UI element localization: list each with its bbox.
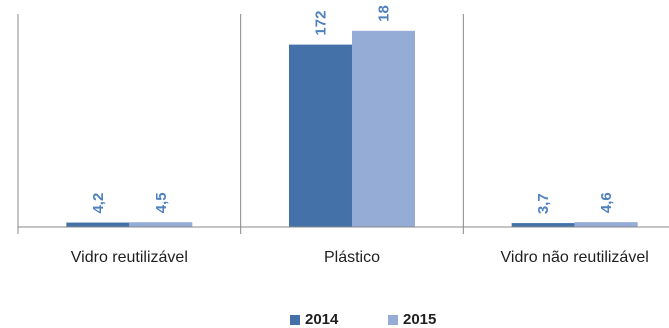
category-label-vidro-nao-reutilizavel: Vidro não reutilizável xyxy=(501,249,649,266)
value-label-vidro-reutilizavel-2015: 4,5 xyxy=(153,192,170,213)
category-labels: Vidro reutilizável Plástico Vidro não reut… xyxy=(71,249,649,266)
legend-item-2014: 2014 xyxy=(290,311,338,328)
legend-item-2015: 2015 xyxy=(388,311,436,328)
value-label-plastico-2014: 172 xyxy=(313,11,330,36)
bar-vidro-reutilizavel-2014 xyxy=(66,222,130,227)
legend-label-2015: 2015 xyxy=(403,311,437,328)
bar-plastico-2014 xyxy=(289,44,352,227)
bar-vidro-nao-reutilizavel-2014 xyxy=(511,223,575,227)
value-label-vidro-nao-reutilizavel-2014: 3,7 xyxy=(535,193,552,214)
value-label-vidro-reutilizavel-2014: 4,2 xyxy=(90,193,107,214)
category-separators xyxy=(17,14,464,234)
value-labels: 4,2 4,5 172 18 3,7 4,6 xyxy=(90,5,615,214)
bars xyxy=(66,30,638,227)
legend-swatch-2015 xyxy=(388,314,398,325)
category-label-plastico: Plástico xyxy=(324,249,380,266)
category-label-vidro-reutilizavel: Vidro reutilizável xyxy=(71,249,188,266)
value-label-plastico-2015: 18 xyxy=(376,5,393,22)
legend-label-2014: 2014 xyxy=(305,311,339,328)
legend-swatch-2014 xyxy=(290,314,300,325)
bar-vidro-nao-reutilizavel-2015 xyxy=(574,222,638,227)
bar-plastico-2015 xyxy=(352,30,415,227)
legend: 2014 2015 xyxy=(0,311,669,328)
value-label-vidro-nao-reutilizavel-2015: 4,6 xyxy=(598,192,615,213)
bar-vidro-reutilizavel-2015 xyxy=(129,222,193,227)
